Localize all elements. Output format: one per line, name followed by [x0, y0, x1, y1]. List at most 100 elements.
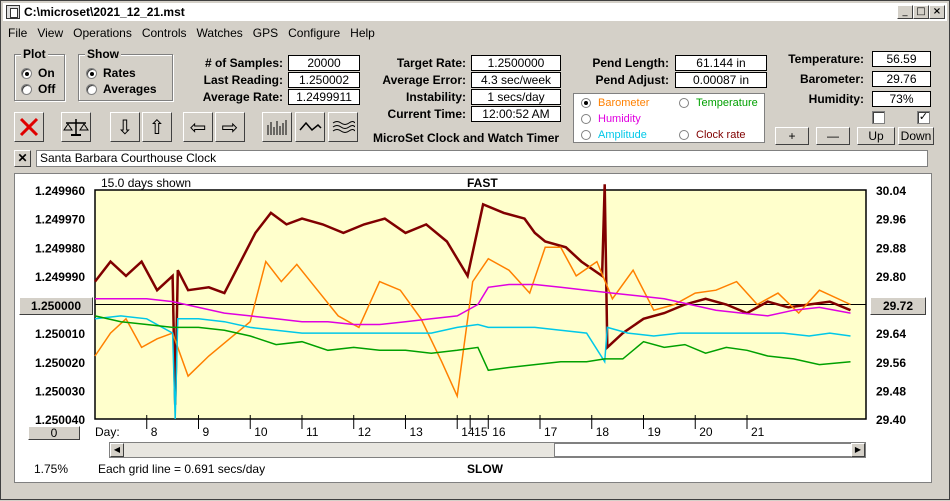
plot-group: Plot — [14, 47, 65, 101]
option-clock-rate[interactable]: Clock rate — [679, 129, 746, 141]
menu-view[interactable]: View — [37, 25, 64, 40]
fast-label: FAST — [467, 176, 498, 190]
option-temperature-label: Temperature — [696, 97, 758, 109]
x-tick-label: 8 — [151, 425, 158, 439]
left-tick-label: 1.249960 — [35, 184, 85, 198]
rate-center-button[interactable]: 1.250000 — [19, 297, 93, 315]
series-line-temperature — [94, 315, 851, 372]
checkbox-2[interactable]: ✓ — [917, 111, 930, 124]
plot-on-radio[interactable]: On — [21, 66, 55, 80]
menu-watches[interactable]: Watches — [196, 25, 243, 40]
show-averages-label: Averages — [103, 82, 157, 96]
down-button[interactable]: Down — [898, 127, 934, 145]
left-tick-label: 1.249990 — [35, 270, 85, 284]
plus-button[interactable]: + — [775, 127, 809, 145]
option-barometer-label: Barometer — [598, 97, 650, 109]
current-time-field: 12:00:52 AM — [471, 106, 561, 122]
average-error-field: 4.3 sec/week — [471, 72, 561, 88]
option-temperature[interactable]: Temperature — [679, 97, 758, 109]
left-tick-label: 1.250010 — [35, 327, 85, 341]
plot-on-label: On — [38, 66, 55, 80]
right-tick-label: 30.04 — [876, 184, 906, 198]
average-error-label: Average Error: — [382, 73, 466, 87]
humidity-field: 73% — [872, 91, 931, 107]
right-tick-label: 29.48 — [876, 384, 906, 398]
scroll-thumb[interactable] — [554, 443, 852, 457]
x-tick-label: 9 — [202, 425, 209, 439]
close-button[interactable]: × — [929, 5, 945, 19]
arrow-left-button[interactable]: ⇦ — [183, 112, 213, 142]
show-averages-radio[interactable]: Averages — [86, 82, 157, 96]
wave-plot-button[interactable] — [295, 112, 325, 142]
current-time-label: Current Time: — [387, 107, 466, 121]
smooth-plot-button[interactable] — [328, 112, 358, 142]
x-tick-label: 20 — [699, 425, 713, 439]
plot-options-box — [573, 93, 765, 143]
ripple-icon — [332, 121, 355, 133]
x-tick-label: 14 — [461, 425, 475, 439]
option-amplitude[interactable]: Amplitude — [581, 129, 647, 141]
option-clock-rate-label: Clock rate — [696, 129, 746, 141]
up-button[interactable]: Up — [857, 127, 895, 145]
right-tick-label: 29.80 — [876, 270, 906, 284]
temperature-field: 56.59 — [872, 51, 931, 67]
arrow-down-icon: ⇩ — [116, 115, 134, 139]
x-tick-label: 21 — [751, 425, 765, 439]
series-line-amplitude — [94, 315, 851, 420]
time-scrollbar[interactable]: ◀ ▶ — [109, 442, 866, 458]
left-tick-label: 1.249970 — [35, 213, 85, 227]
pend-adjust-label: Pend Adjust: — [595, 73, 669, 87]
arrow-down-button[interactable]: ⇩ — [110, 112, 140, 142]
option-barometer[interactable]: Barometer — [581, 97, 649, 109]
radio-dot-icon — [86, 67, 97, 79]
x-tick-label: 19 — [647, 425, 661, 439]
radio-dot-icon — [679, 98, 689, 108]
grid-note: Each grid line = 0.691 secs/day — [98, 462, 266, 476]
radio-dot-icon — [21, 67, 32, 79]
window-title: C:\microset\2021_12_21.mst — [24, 5, 185, 19]
scroll-left-icon[interactable]: ◀ — [110, 443, 124, 457]
humidity-label: Humidity: — [808, 92, 864, 106]
menu-configure[interactable]: Configure — [288, 25, 341, 40]
radio-dot-icon — [581, 130, 591, 140]
day-prefix-label: Day: — [95, 425, 120, 439]
option-humidity[interactable]: Humidity — [581, 113, 641, 125]
zero-button[interactable]: 0 — [28, 426, 80, 440]
scroll-right-icon[interactable]: ▶ — [851, 443, 865, 457]
radio-dot-icon — [581, 98, 591, 108]
plot-off-label: Off — [38, 82, 56, 96]
percent-label: 1.75% — [34, 462, 69, 476]
option-humidity-label: Humidity — [598, 113, 641, 125]
arrow-right-button[interactable]: ⇨ — [215, 112, 245, 142]
radio-dot-icon — [86, 83, 97, 95]
arrow-left-icon: ⇦ — [189, 115, 207, 139]
bar-plot-button[interactable] — [262, 112, 292, 142]
menu-gps[interactable]: GPS — [252, 25, 279, 40]
checkbox-1[interactable] — [872, 111, 885, 124]
pend-length-label: Pend Length: — [592, 56, 669, 70]
option-amplitude-label: Amplitude — [598, 129, 647, 141]
minus-button[interactable]: — — [816, 127, 850, 145]
menu-file[interactable]: File — [8, 25, 28, 40]
arrow-up-button[interactable]: ⇧ — [142, 112, 172, 142]
menu-help[interactable]: Help — [350, 25, 375, 40]
maximize-button[interactable]: □ — [913, 5, 929, 19]
balance-button[interactable] — [61, 112, 91, 142]
clock-name-field[interactable]: Santa Barbara Courthouse Clock — [36, 150, 928, 167]
clear-name-button[interactable]: ✕ — [14, 150, 31, 167]
title-bar: C:\microset\2021_12_21.mst _ □ × — [3, 3, 947, 21]
menu-operations[interactable]: Operations — [73, 25, 132, 40]
show-rates-radio[interactable]: Rates — [86, 66, 136, 80]
baro-center-button[interactable]: 29.72 — [870, 297, 926, 315]
menu-controls[interactable]: Controls — [141, 25, 187, 40]
plot-off-radio[interactable]: Off — [21, 82, 55, 96]
menu-bar: File View Operations Controls Watches GP… — [3, 23, 947, 42]
show-rates-label: Rates — [103, 66, 136, 80]
stop-button[interactable] — [14, 112, 44, 142]
x-tick-label: 15 — [474, 425, 488, 439]
minimize-button[interactable]: _ — [897, 5, 913, 19]
series-line-barometer — [94, 246, 851, 399]
x-tick-label: 11 — [306, 425, 319, 439]
